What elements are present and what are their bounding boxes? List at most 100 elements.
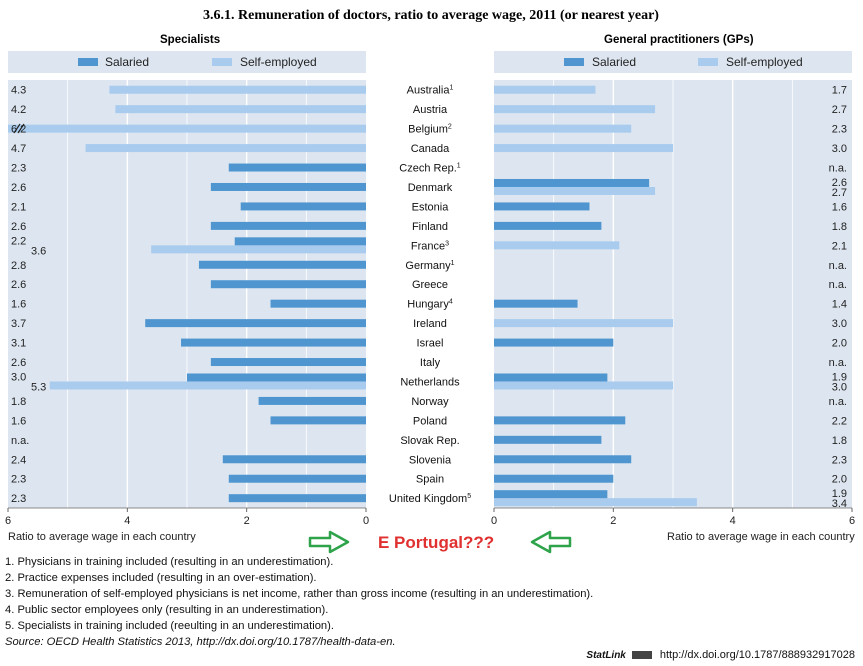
bar-self-employed — [115, 105, 367, 114]
bar-salaried — [494, 178, 650, 187]
tick-label: 6 — [5, 515, 11, 527]
country-label: Australia1 — [407, 85, 454, 97]
footnote-3: 3. Remuneration of self-employed physici… — [5, 588, 594, 601]
country-label: Poland — [413, 415, 447, 427]
bar-salaried — [228, 474, 366, 483]
bar-salaried — [494, 338, 614, 347]
bar-salaried — [222, 455, 366, 464]
bar-salaried — [494, 490, 608, 499]
statlink: StatLink http://dx.doi.org/10.1787/888932… — [586, 649, 855, 661]
value-label: 2.3 — [832, 454, 847, 466]
country-label: Ireland — [413, 318, 447, 330]
gps-legend-salaried: Salaried — [592, 55, 636, 69]
value-label: 1.4 — [832, 299, 847, 311]
bar-salaried — [258, 396, 366, 405]
bar-salaried — [494, 202, 590, 211]
footnotes: 1. Physicians in training included (resu… — [5, 554, 705, 651]
statlink-logo-icon — [631, 651, 652, 660]
tick-label: 0 — [491, 515, 497, 527]
chart-title: 3.6.1. Remuneration of doctors, ratio to… — [203, 8, 659, 23]
value-label: 4.7 — [11, 143, 26, 155]
value-label: 3.0 — [832, 143, 847, 155]
bar-salaried — [234, 237, 366, 246]
bar-salaried — [494, 373, 608, 382]
bar-self-employed — [494, 498, 697, 507]
value-label: 1.6 — [832, 201, 847, 213]
value-label: 1.8 — [832, 221, 847, 233]
value-label-secondary: 3.6 — [31, 245, 46, 257]
country-label: Spain — [416, 474, 444, 486]
bar-salaried — [494, 416, 626, 425]
value-label: 2.3 — [11, 474, 26, 486]
country-label: Netherlands — [400, 376, 460, 388]
gps-legend-box — [494, 51, 852, 73]
statlink-url[interactable]: http://dx.doi.org/10.1787/888932917028 — [659, 649, 855, 661]
footnote-5: 5. Specialists in training included (ree… — [5, 620, 334, 633]
value-label: n.a. — [829, 260, 847, 272]
bar-salaried — [494, 299, 578, 308]
bar-salaried — [228, 494, 366, 503]
value-label: 2.2 — [11, 235, 26, 247]
bar-self-employed — [109, 85, 366, 94]
remuneration-chart: 3.6.1. Remuneration of doctors, ratio to… — [5, 8, 855, 554]
specialists-legend-box — [8, 51, 366, 73]
value-label: 2.6 — [832, 177, 847, 189]
footnote-2: 2. Practice expenses included (resulting… — [5, 572, 317, 585]
value-label: 4.2 — [11, 104, 26, 116]
value-label: 3.1 — [11, 338, 26, 350]
bar-self-employed — [49, 381, 367, 390]
country-label: Slovenia — [409, 454, 452, 466]
country-label: Germany1 — [405, 260, 454, 272]
bar-self-employed — [494, 144, 673, 153]
country-label: Greece — [412, 279, 448, 291]
value-label: 2.3 — [11, 493, 26, 505]
bar-self-employed — [494, 319, 673, 328]
bar-self-employed — [494, 241, 620, 250]
value-label: 4.3 — [11, 85, 26, 97]
value-label: 1.9 — [832, 488, 847, 500]
value-label: 2.0 — [832, 338, 847, 350]
value-label: n.a. — [829, 357, 847, 369]
country-label: Hungary4 — [407, 299, 453, 311]
country-label: Canada — [411, 143, 450, 155]
country-label: Denmark — [408, 182, 453, 194]
statlink-brand: StatLink — [586, 650, 626, 661]
gps-value-labels: 1.72.72.33.0n.a.2.62.71.61.82.1n.a.n.a.1… — [829, 85, 847, 510]
bar-salaried — [145, 319, 366, 328]
tick-label: 6 — [849, 515, 855, 527]
bar-salaried — [181, 338, 366, 347]
specialists-ticks: 6 4 2 0 — [5, 508, 369, 527]
country-label: Estonia — [412, 201, 450, 213]
specialists-legend-salaried: Salaried — [105, 55, 149, 69]
bar-self-employed — [494, 105, 656, 114]
bar-self-employed — [494, 186, 656, 195]
arrow-left-icon — [530, 530, 572, 554]
specialists-value-labels: 4.34.26.24.72.32.62.12.62.23.62.82.61.63… — [11, 85, 46, 505]
tick-label: 4 — [124, 515, 130, 527]
value-label: 3.0 — [11, 371, 26, 383]
source-note: Source: OECD Health Statistics 2013, htt… — [5, 636, 396, 649]
value-label: 1.6 — [11, 415, 26, 427]
value-label: 2.6 — [11, 182, 26, 194]
country-label: Belgium2 — [408, 124, 452, 136]
bar-self-employed — [494, 85, 596, 94]
specialists-legend-self-employed: Self-employed — [240, 55, 317, 69]
gps-bars — [494, 85, 697, 507]
value-label: n.a. — [829, 396, 847, 408]
value-label: 2.6 — [11, 221, 26, 233]
gps-legend-self-employed: Self-employed — [726, 55, 803, 69]
bar-self-employed — [151, 245, 366, 254]
country-label: Italy — [420, 357, 441, 369]
bar-salaried — [228, 163, 366, 172]
specialists-bars — [8, 85, 367, 503]
country-label: Norway — [411, 396, 449, 408]
value-label: 2.3 — [11, 163, 26, 175]
gps-legend-salaried-swatch — [564, 58, 584, 66]
value-label: 2.6 — [11, 279, 26, 291]
value-label: 1.8 — [11, 396, 26, 408]
country-label: United Kingdom5 — [389, 493, 471, 505]
value-label: 1.7 — [832, 85, 847, 97]
specialists-x-axis-label: Ratio to average wage in each country — [8, 531, 196, 543]
country-label: Israel — [417, 338, 444, 350]
value-label: 2.7 — [832, 104, 847, 116]
